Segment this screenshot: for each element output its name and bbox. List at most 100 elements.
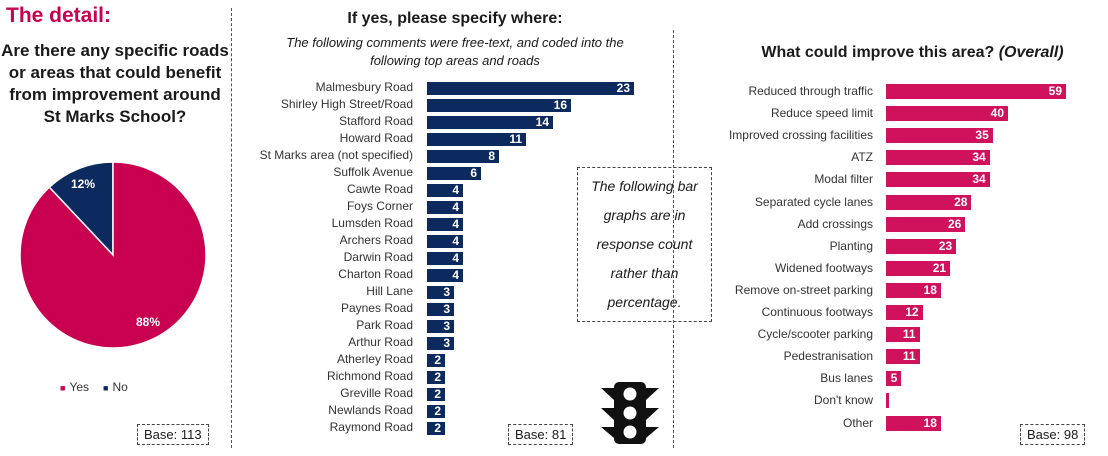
improvement-bar: 35 xyxy=(886,128,993,144)
road-bar: 8 xyxy=(427,150,499,163)
improvement-label: Cycle/scooter parking xyxy=(757,327,873,342)
road-value: 4 xyxy=(452,234,459,248)
legend-yes: ■ Yes xyxy=(60,380,89,394)
road-value: 3 xyxy=(443,285,450,299)
road-value: 4 xyxy=(452,200,459,214)
improvement-bar: 23 xyxy=(886,238,957,254)
road-bar: 2 xyxy=(427,354,445,367)
road-label: Greville Road xyxy=(340,386,413,400)
road-label: Charton Road xyxy=(338,267,413,281)
legend-yes-label: Yes xyxy=(69,380,90,394)
improvement-bar: 11 xyxy=(886,349,920,365)
improvement-label: Planting xyxy=(829,238,873,253)
middle-subtitle-line1: The following comments were free-text, a… xyxy=(286,35,624,50)
road-label: Lumsden Road xyxy=(331,216,413,230)
improvement-value: 12 xyxy=(905,305,919,319)
road-bar: 4 xyxy=(427,201,463,214)
divider-left xyxy=(231,8,232,448)
road-bar: 2 xyxy=(427,422,445,435)
road-value: 3 xyxy=(443,336,450,350)
road-value: 16 xyxy=(553,98,567,112)
improvement-bar: 26 xyxy=(886,216,966,232)
road-bar: 3 xyxy=(427,320,454,333)
improvement-label: Don't know xyxy=(814,393,873,408)
legend-no: ■ No xyxy=(103,380,128,394)
improvement-bar: 12 xyxy=(886,305,923,320)
pie-slice-no xyxy=(48,161,114,257)
road-label: Richmond Road xyxy=(326,369,413,383)
page-title: The detail: xyxy=(6,4,112,27)
right-title-main: What could improve this area? xyxy=(761,44,999,61)
pie-legend: ■ Yes ■ No xyxy=(60,380,128,394)
improvement-value: 18 xyxy=(923,415,937,430)
road-label: Howard Road xyxy=(339,131,413,145)
improvement-label: Reduced through traffic xyxy=(748,84,873,98)
improvement-label: Reduce speed limit xyxy=(770,106,873,121)
road-label: Malmesbury Road xyxy=(315,80,413,94)
middle-title: If yes, please specify where: xyxy=(347,10,563,27)
middle-subtitle: The following comments were free-text, a… xyxy=(236,34,674,70)
road-value: 3 xyxy=(443,302,450,316)
improvement-bar: 18 xyxy=(886,282,941,298)
road-value: 4 xyxy=(452,251,459,265)
road-value: 4 xyxy=(452,268,459,282)
road-bar: 14 xyxy=(427,116,553,129)
road-label: Stafford Road xyxy=(339,114,413,128)
road-bar: 16 xyxy=(427,99,571,112)
improvement-bar xyxy=(886,393,890,409)
road-label: Archers Road xyxy=(339,233,413,247)
right-title: What could improve this area? (Overall) xyxy=(720,44,1105,62)
middle-subtitle-line2: following top areas and roads xyxy=(370,53,540,68)
road-label: Paynes Road xyxy=(340,301,413,315)
pie-base-label: Base: 113 xyxy=(137,424,209,445)
road-label: Suffolk Avenue xyxy=(333,165,413,179)
improvement-bar: 59 xyxy=(886,84,1066,99)
road-value: 14 xyxy=(535,115,549,129)
improvement-value: 26 xyxy=(947,216,962,231)
improvement-label: Continuous footways xyxy=(761,305,873,319)
improvement-label: Improved crossing facilities xyxy=(728,128,873,143)
improvement-label: Pedestranisation xyxy=(783,349,873,364)
legend-no-label: No xyxy=(112,380,128,394)
improvement-value: 11 xyxy=(902,349,916,364)
improvement-value: 28 xyxy=(954,194,968,209)
improvement-bar: 11 xyxy=(886,327,920,343)
improvement-label: Widened footways xyxy=(774,260,873,275)
road-bar: 4 xyxy=(427,218,463,231)
improvement-value: 21 xyxy=(932,260,947,275)
road-label: Cawte Road xyxy=(346,182,413,196)
road-bar: 6 xyxy=(427,167,481,180)
improvement-bar: 18 xyxy=(886,415,941,431)
improvement-bar: 40 xyxy=(886,106,1009,122)
improvements-bar-chart: Reduced through traffic 59 Reduce speed li… xyxy=(676,84,1096,444)
road-bar: 4 xyxy=(427,252,463,265)
road-bar: 4 xyxy=(427,269,463,282)
road-bar: 4 xyxy=(427,184,463,197)
road-value: 2 xyxy=(434,421,441,435)
road-label: Park Road xyxy=(356,318,413,332)
road-bar: 3 xyxy=(427,303,454,316)
right-title-italic: (Overall) xyxy=(998,44,1064,61)
road-value: 6 xyxy=(470,166,477,180)
road-bar: 2 xyxy=(427,388,445,401)
road-value: 2 xyxy=(434,353,441,367)
improvement-label: ATZ xyxy=(851,150,873,165)
road-value: 8 xyxy=(488,149,495,163)
improvement-label: Bus lanes xyxy=(820,371,873,386)
road-bar: 3 xyxy=(427,337,454,350)
pie-slice-yes xyxy=(20,161,207,349)
road-label: Newlands Road xyxy=(328,403,413,417)
improvement-value: 35 xyxy=(975,128,989,143)
improvement-value: 11 xyxy=(902,327,916,342)
road-value: 2 xyxy=(434,370,441,384)
road-label: Shirley High Street/Road xyxy=(280,97,413,111)
pie-label-yes: 88% xyxy=(136,315,160,329)
road-label: Arthur Road xyxy=(348,335,413,349)
divider-right xyxy=(673,30,674,448)
pie-question: Are there any specific roads or areas th… xyxy=(1,41,229,126)
improvement-value: 18 xyxy=(923,282,937,297)
road-bar: 2 xyxy=(427,405,445,418)
road-value: 2 xyxy=(434,404,441,418)
road-value: 4 xyxy=(452,183,459,197)
improvement-bar: 34 xyxy=(886,150,990,166)
